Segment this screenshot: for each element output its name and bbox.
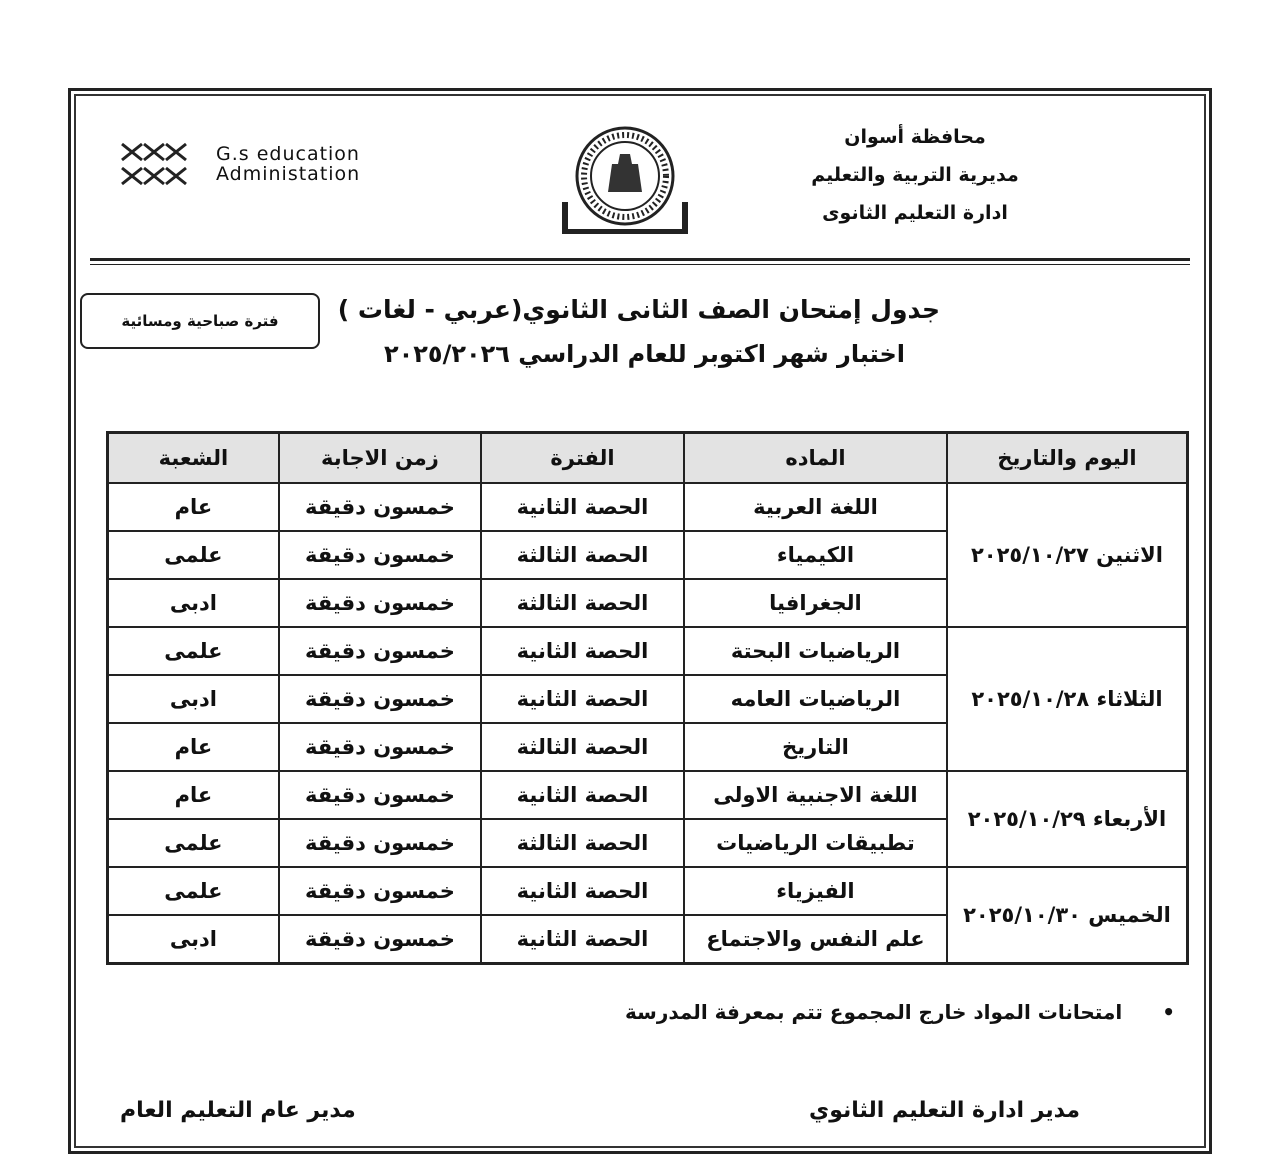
branch-cell: علمى [106,626,280,676]
duration-cell: خمسون دقيقة [277,482,483,532]
signature: مدير عام التعليم العام [120,1098,356,1123]
period-cell: الحصة الثالثة [480,578,685,628]
subtitle: اختبار شهر اكتوبر للعام الدراسي ٢٠٢٥/٢٠٢… [383,340,905,368]
page: {"header": {"governorate": "محافظة أسوان… [0,0,1270,1114]
column-header: الماده [682,431,948,484]
table-row: الكيمياء الحصة الثالثة خمسون دقيقة علمى [106,530,1188,580]
branch-cell: ادبى [106,674,280,724]
table-body: الاثنين ٢٠٢٥/١٠/٢٧ اللغة العربية الحصة الث… [106,482,1189,965]
table-row: الأربعاء ٢٠٢٥/١٠/٢٩ اللغة الاجنبية الاولى… [106,770,1189,868]
schedule-table: اليوم والتاريخ الماده الفترة زمن الاجابة الش… [106,431,1189,965]
period-cell: الحصة الثالثة [480,818,685,868]
table-row: الاثنين ٢٠٢٥/١٠/٢٧ اللغة العربية الحصة الث… [106,482,1189,628]
duration-cell: خمسون دقيقة [277,866,483,916]
logo [562,126,688,234]
subject-cell: علم النفس والاجتماع [682,914,948,965]
subject-cell: التاريخ [682,722,948,772]
table-row: الرياضيات العامه الحصة الثانية خمسون دقيقة… [106,674,1188,724]
branch-cell: عام [106,482,280,532]
table-row: تطبيقات الرياضيات الحصة الثالثة خمسون دقيق… [106,818,1188,868]
subject-cell: الكيمياء [682,530,948,580]
title: جدول إمتحان الصف الثانى الثانوي(عربي - ل… [337,295,940,324]
brand-line: Administation [216,163,361,185]
table-row: التاريخ الحصة الثالثة خمسون دقيقة عام [106,722,1188,772]
period-cell: الحصة الثانية [480,914,685,965]
administration: ادارة التعليم الثانوى [822,202,1008,224]
table-row: الجغرافيا الحصة الثالثة خمسون دقيقة ادبى [106,578,1188,628]
period-cell: الحصة الثانية [480,770,685,820]
subject-cell: تطبيقات الرياضيات [682,818,948,868]
branch-cell: ادبى [106,914,280,965]
duration-cell: خمسون دقيقة [277,626,483,676]
branch-cell: عام [106,770,280,820]
period-cell: الحصة الثانية [480,866,685,916]
column-header: الفترة [480,431,685,484]
table-row: الخميس ٢٠٢٥/١٠/٣٠ الفيزياء الحصة الثانية خم… [106,866,1189,965]
subject-cell: اللغة الاجنبية الاولى [682,770,948,820]
duration-cell: خمسون دقيقة [277,770,483,820]
subject-cell: الرياضيات العامه [682,674,948,724]
branch-cell: علمى [106,818,280,868]
brand-pattern [121,142,187,186]
column-header: زمن الاجابة [277,431,483,484]
note: امتحانات المواد خارج المجموع تتم بمعرفة … [625,1000,1175,1024]
duration-cell: خمسون دقيقة [277,818,483,868]
table-row: علم النفس والاجتماع الحصة الثانية خمسون دق… [106,914,1188,965]
duration-cell: خمسون دقيقة [277,530,483,580]
header-authority: محافظة أسوان مديرية التربية والتعليم ادا… [785,118,1045,232]
table-row: الثلاثاء ٢٠٢٥/١٠/٢٨ الرياضيات البحتة الحصة… [106,626,1189,772]
period-box: فترة صباحية ومسائية [80,293,320,349]
period-cell: الحصة الثالثة [480,530,685,580]
period-cell: الحصة الثانية [480,482,685,532]
day-cell: الأربعاء ٢٠٢٥/١٠/٢٩ [945,770,1189,868]
duration-cell: خمسون دقيقة [277,578,483,628]
column-header: الشعبة [106,431,280,484]
branch-cell: علمى [106,866,280,916]
day-cell: الخميس ٢٠٢٥/١٠/٣٠ [945,866,1189,965]
duration-cell: خمسون دقيقة [277,722,483,772]
day-cell: الثلاثاء ٢٠٢٥/١٠/٢٨ [945,626,1189,772]
branch-cell: عام [106,722,280,772]
brand: G.s education Administation [216,144,360,184]
governorate: محافظة أسوان [844,126,986,148]
branch-cell: ادبى [106,578,280,628]
brand-line: G.s education [216,143,360,165]
header-row: اليوم والتاريخ الماده الفترة زمن الاجابة الش… [106,431,1189,484]
day-cell: الاثنين ٢٠٢٥/١٠/٢٧ [945,482,1189,628]
period-cell: الحصة الثالثة [480,722,685,772]
signature: مدير ادارة التعليم الثانوي [809,1098,1080,1123]
period-cell: الحصة الثانية [480,626,685,676]
column-header: اليوم والتاريخ [945,431,1189,484]
subject-cell: اللغة العربية [682,482,948,532]
branch-cell: علمى [106,530,280,580]
subject-cell: الجغرافيا [682,578,948,628]
duration-cell: خمسون دقيقة [277,914,483,965]
subject-cell: الرياضيات البحتة [682,626,948,676]
directorate: مديرية التربية والتعليم [811,164,1019,186]
duration-cell: خمسون دقيقة [277,674,483,724]
subject-cell: الفيزياء [682,866,948,916]
period-cell: الحصة الثانية [480,674,685,724]
divider [90,258,1190,265]
